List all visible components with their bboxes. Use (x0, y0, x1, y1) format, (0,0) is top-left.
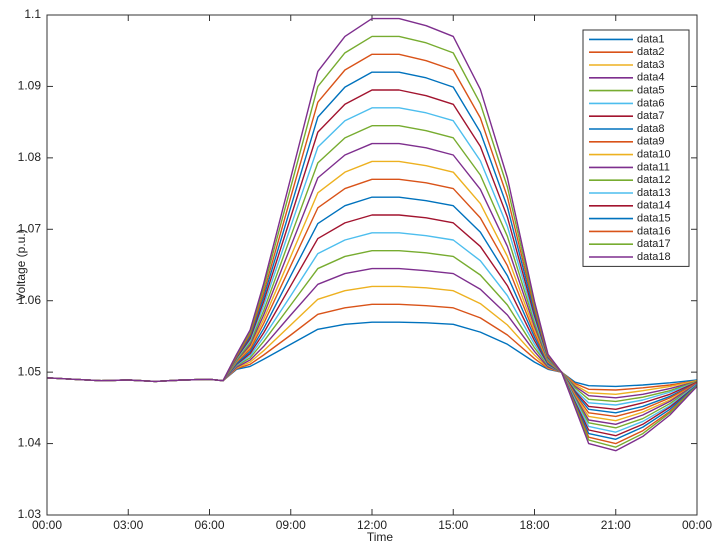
x-tick-label: 18:00 (519, 518, 549, 532)
legend-label: data5 (637, 85, 665, 97)
x-tick-label: 00:00 (682, 518, 712, 532)
x-tick-label: 15:00 (438, 518, 468, 532)
legend-label: data4 (637, 72, 665, 84)
y-tick-label: 1.1 (24, 7, 41, 21)
plot-frame (46, 14, 698, 516)
data-line (46, 17, 698, 452)
legend-label: data8 (637, 123, 665, 135)
y-axis-label: Voltage (p.u.) (14, 229, 28, 300)
legend-label: data14 (637, 200, 671, 212)
x-tick-label: 06:00 (194, 518, 224, 532)
x-tick-label: 12:00 (357, 518, 387, 532)
x-axis-label: Time (367, 530, 394, 544)
x-tick-label: 00:00 (32, 518, 62, 532)
legend-label: data18 (637, 251, 671, 263)
y-tick-label: 1.06 (18, 293, 42, 307)
legend-label: data9 (637, 136, 665, 148)
y-tick-label: 1.03 (18, 507, 42, 521)
legend-label: data12 (637, 174, 671, 186)
legend-label: data7 (637, 110, 665, 122)
legend-box (582, 29, 690, 267)
y-tick-label: 1.07 (18, 221, 42, 235)
x-tick-label: 09:00 (276, 518, 306, 532)
y-tick-label: 1.08 (18, 150, 42, 164)
y-tick-label: 1.05 (18, 364, 42, 378)
y-tick-label: 1.09 (18, 79, 42, 93)
y-tick-label: 1.04 (18, 436, 42, 450)
legend-label: data15 (637, 213, 671, 225)
legend-label: data6 (637, 97, 665, 109)
legend-label: data17 (637, 238, 671, 250)
legend-label: data13 (637, 187, 671, 199)
x-tick-label: 03:00 (113, 518, 143, 532)
legend-label: data3 (637, 59, 665, 71)
legend-label: data16 (637, 225, 671, 237)
x-tick-label: 21:00 (601, 518, 631, 532)
legend-label: data2 (637, 46, 665, 58)
legend-label: data10 (637, 149, 671, 161)
legend-label: data11 (637, 161, 670, 173)
legend-label: data1 (637, 33, 665, 45)
